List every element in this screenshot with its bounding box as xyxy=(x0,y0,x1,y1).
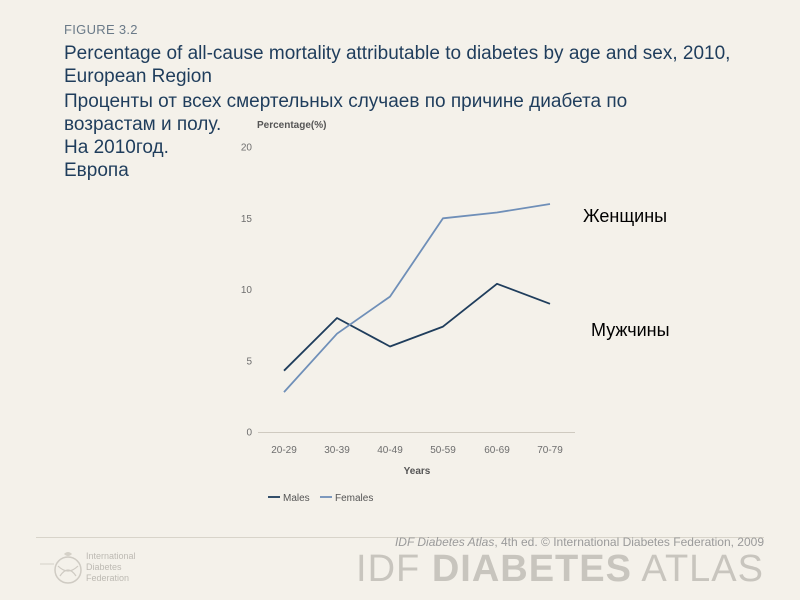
logo-line-1: International xyxy=(86,551,136,561)
copyright: IDF Diabetes Atlas, 4th ed. © Internatio… xyxy=(395,535,764,549)
annotation-males: Мужчины xyxy=(591,320,670,340)
series-line-females xyxy=(283,203,551,393)
brand-atlas: ATLAS xyxy=(631,548,764,590)
brand-wordmark: IDF DIABETES ATLAS xyxy=(356,548,764,591)
logo-line-3: Federation xyxy=(86,573,130,583)
x-tick-label-30-39: 30-39 xyxy=(324,445,350,456)
line-chart: Percentage(%) 0 5 10 15 20 20-29 30-39 40-49 50… xyxy=(241,120,670,504)
title-ru-line-1: Проценты от всех смертельных случаев по … xyxy=(64,91,628,112)
legend-label-males: Males xyxy=(283,493,310,504)
logo-line-2: Diabetes xyxy=(86,562,122,572)
footer-divider xyxy=(36,537,764,538)
y-axis-title: Percentage(%) xyxy=(257,120,326,131)
series-lines xyxy=(283,203,551,393)
legend-label-females: Females xyxy=(335,493,373,504)
x-tick-label-70-79: 70-79 xyxy=(537,445,563,456)
copyright-atlas-title: IDF Diabetes Atlas xyxy=(394,535,495,549)
x-tick-label-20-29: 20-29 xyxy=(271,445,297,456)
copyright-text: , 4th ed. © International Diabetes Feder… xyxy=(494,535,764,549)
annotation-females: Женщины xyxy=(583,206,667,226)
chart-title-russian: Проценты от всех смертельных случаев по … xyxy=(64,90,724,182)
brand-idf: IDF xyxy=(356,548,432,590)
y-tick-label-10: 10 xyxy=(241,285,253,296)
x-tick-label-50-59: 50-59 xyxy=(430,445,456,456)
x-axis-title: Years xyxy=(404,466,431,477)
x-ticks: 20-29 30-39 40-49 50-59 60-69 70-79 xyxy=(271,445,563,456)
x-tick-label-60-69: 60-69 xyxy=(484,445,510,456)
idf-logo-text: International Diabetes Federation xyxy=(86,551,136,584)
x-tick-label-40-49: 40-49 xyxy=(377,445,403,456)
y-tick-label-0: 0 xyxy=(246,428,252,439)
chart-title-english: Percentage of all-cause mortality attrib… xyxy=(64,43,731,87)
y-ticks: 0 5 10 15 20 xyxy=(241,143,253,439)
title-ru-line-4: Европа xyxy=(64,160,129,181)
brand-diabetes: DIABETES xyxy=(431,548,632,590)
series-line-males xyxy=(283,282,551,372)
figure-label: FIGURE 3.2 xyxy=(64,22,138,37)
idf-globe-logo-icon xyxy=(40,552,82,584)
legend: Males Females xyxy=(268,493,373,504)
y-tick-label-20: 20 xyxy=(241,143,253,154)
y-tick-label-5: 5 xyxy=(246,356,252,367)
chart-area: Percentage(%) 0 5 10 15 20 20-29 30-39 40-49 50… xyxy=(241,120,670,504)
title-ru-line-3: На 2010год. xyxy=(64,137,169,158)
title-ru-line-2: возрастам и полу. xyxy=(64,114,222,135)
y-tick-label-15: 15 xyxy=(241,214,253,225)
